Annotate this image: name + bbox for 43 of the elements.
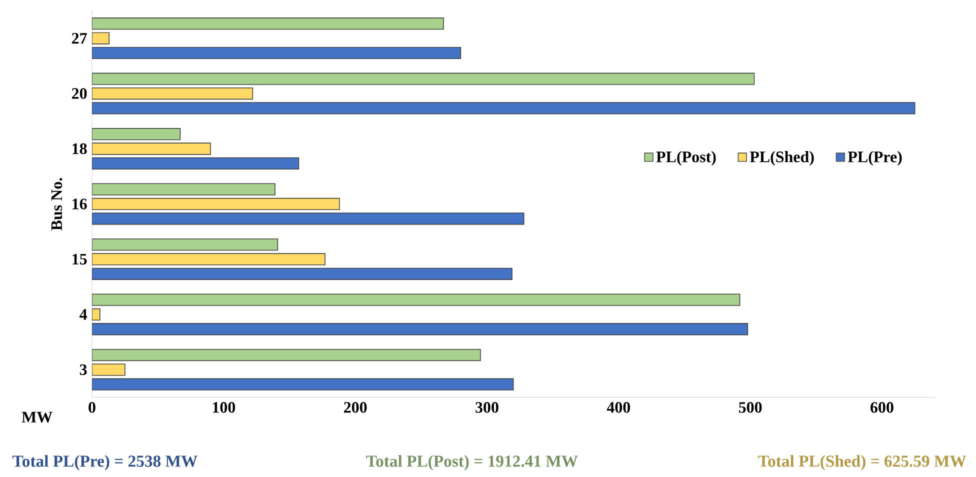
bar	[92, 253, 326, 266]
bar	[92, 294, 740, 306]
bar	[92, 128, 181, 140]
y-tick-label: 18	[72, 143, 87, 154]
bar	[92, 322, 748, 336]
bar	[92, 363, 126, 376]
y-tick-label: 3	[80, 364, 87, 375]
bar	[92, 17, 444, 30]
bar	[92, 348, 481, 361]
bar	[92, 142, 211, 155]
y-tick-label: 4	[80, 309, 87, 320]
bar	[92, 72, 755, 85]
bar	[92, 87, 254, 100]
text: Total PL(Shed) = 625.59 MW	[758, 454, 966, 470]
bar	[92, 157, 300, 170]
x-tick-label: 500	[738, 402, 762, 413]
bar	[92, 198, 340, 210]
y-tick-label: 20	[72, 88, 87, 99]
bar	[92, 378, 514, 390]
bar	[92, 32, 110, 44]
y-axis-title: Bus No.	[51, 178, 62, 230]
x-tick-label: 300	[476, 402, 498, 413]
text: Total PL(Post) = 1912.41 MW	[366, 454, 578, 470]
bar	[92, 183, 276, 196]
y-tick-label: 27	[72, 32, 87, 44]
x-tick-label: 100	[212, 402, 236, 413]
bar	[92, 308, 100, 320]
bar	[92, 46, 462, 59]
bar	[92, 212, 524, 225]
x-tick-label: 400	[606, 402, 630, 413]
legend-label: PL(Shed)	[750, 150, 814, 166]
x-tick-label: 200	[344, 402, 367, 413]
y-tick-label: 16	[72, 198, 87, 210]
bar	[92, 102, 916, 114]
legend-label: PL(Post)	[656, 150, 716, 166]
text: Total PL(Pre) = 2538 MW	[12, 454, 198, 470]
bar	[92, 238, 278, 250]
y-tick-label: 15	[72, 254, 87, 264]
x-tick-label: 600	[870, 402, 894, 413]
legend-label: PL(Pre)	[848, 150, 902, 166]
bar	[92, 268, 512, 280]
x-tick-label: 0	[88, 402, 96, 413]
x-axis-title: MW	[22, 412, 52, 422]
